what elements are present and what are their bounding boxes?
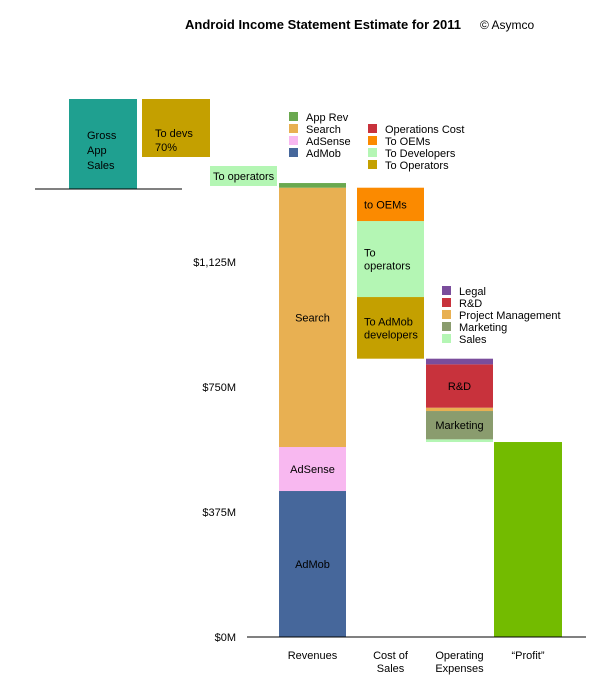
inset-gross-app-sales-box (69, 99, 137, 189)
legend-label-search: Search (306, 124, 341, 136)
bar-cost-to-oems (357, 187, 424, 222)
bar-revenues-admob (279, 491, 346, 637)
bar-opex-r-d (426, 364, 493, 408)
inset-gross-app-sales-label: Gross App Sales (87, 130, 117, 172)
legend-swatch-to-oems (368, 136, 377, 145)
x-tick-label-profit: “Profit” (512, 650, 545, 662)
y-tick-label: $0M (215, 632, 236, 644)
legend-label-operations-cost: Operations Cost (385, 124, 464, 136)
legend-swatch-admob (289, 148, 298, 157)
data-label-admob: AdMob (295, 559, 330, 571)
data-label-to-operators: To operators (364, 248, 411, 273)
x-tick-label-revenues: Revenues (288, 650, 338, 662)
data-label-search: Search (295, 312, 330, 324)
legend-label-app-rev: App Rev (306, 112, 349, 124)
legend-swatch-adsense (289, 136, 298, 145)
data-label-to-admob-developers: To AdMob developers (364, 316, 418, 341)
bar-revenues-adsense (279, 447, 346, 492)
y-tick-label: $750M (202, 382, 236, 394)
legend-swatch-r-d (442, 298, 451, 307)
bar-cost-to-operators (357, 221, 424, 298)
bar-profit-profit (494, 442, 562, 637)
legend-label-sales: Sales (459, 334, 487, 346)
legend-label-adsense: AdSense (306, 136, 351, 148)
legend-label-r-d: R&D (459, 298, 482, 310)
bar-revenues-search (279, 187, 346, 448)
chart-credit: © Asymco (480, 18, 535, 32)
y-tick-label: $1,125M (193, 257, 236, 269)
bar-opex-sales (426, 439, 493, 443)
bar-opex-marketing (426, 411, 493, 440)
inset-to-operators-box (210, 166, 277, 186)
inset-to-devs-label: To devs 70% (155, 128, 193, 154)
legend-swatch-to-developers (368, 148, 377, 157)
inset-to-devs-box (142, 99, 210, 157)
legend-swatch-marketing (442, 322, 451, 331)
chart-title: Android Income Statement Estimate for 20… (185, 17, 461, 32)
bar-opex-project-management (426, 407, 493, 412)
bar-opex-legal (426, 358, 493, 365)
data-label-to-oems: to OEMs (364, 199, 407, 211)
legend-swatch-search (289, 124, 298, 133)
legend-swatch-app-rev (289, 112, 298, 121)
legend-swatch-to-operators (368, 160, 377, 169)
inset-to-operators-label: To operators (213, 171, 275, 183)
data-label-adsense: AdSense (290, 464, 335, 476)
legend-label-project-management: Project Management (459, 310, 561, 322)
legend-label-to-oems: To OEMs (385, 136, 431, 148)
data-label-r-d: R&D (448, 381, 471, 393)
legend-label-admob: AdMob (306, 148, 341, 160)
legend-swatch-project-management (442, 310, 451, 319)
x-tick-label-cost: Cost of Sales (373, 650, 409, 675)
legend-swatch-sales (442, 334, 451, 343)
legend-label-marketing: Marketing (459, 322, 507, 334)
legend-label-to-operators: To Operators (385, 160, 449, 172)
data-label-marketing: Marketing (435, 420, 483, 432)
legend-label-to-developers: To Developers (385, 148, 456, 160)
legend-swatch-legal (442, 286, 451, 295)
legend-label-legal: Legal (459, 286, 486, 298)
legend-swatch-operations-cost (368, 124, 377, 133)
y-tick-label: $375M (202, 507, 236, 519)
bar-cost-to-admob-developers (357, 297, 424, 359)
x-tick-label-opex: Operating Expenses (435, 650, 484, 675)
bar-revenues-app-rev (279, 183, 346, 188)
